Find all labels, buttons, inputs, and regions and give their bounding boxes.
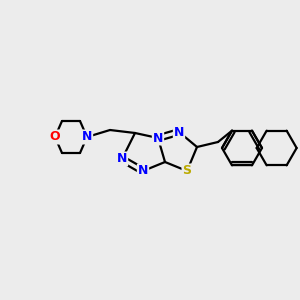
Text: N: N: [117, 152, 127, 166]
Text: N: N: [138, 164, 148, 178]
Text: O: O: [50, 130, 60, 143]
Text: N: N: [174, 125, 184, 139]
Text: N: N: [153, 131, 163, 145]
Text: N: N: [82, 130, 92, 143]
Text: S: S: [182, 164, 191, 178]
